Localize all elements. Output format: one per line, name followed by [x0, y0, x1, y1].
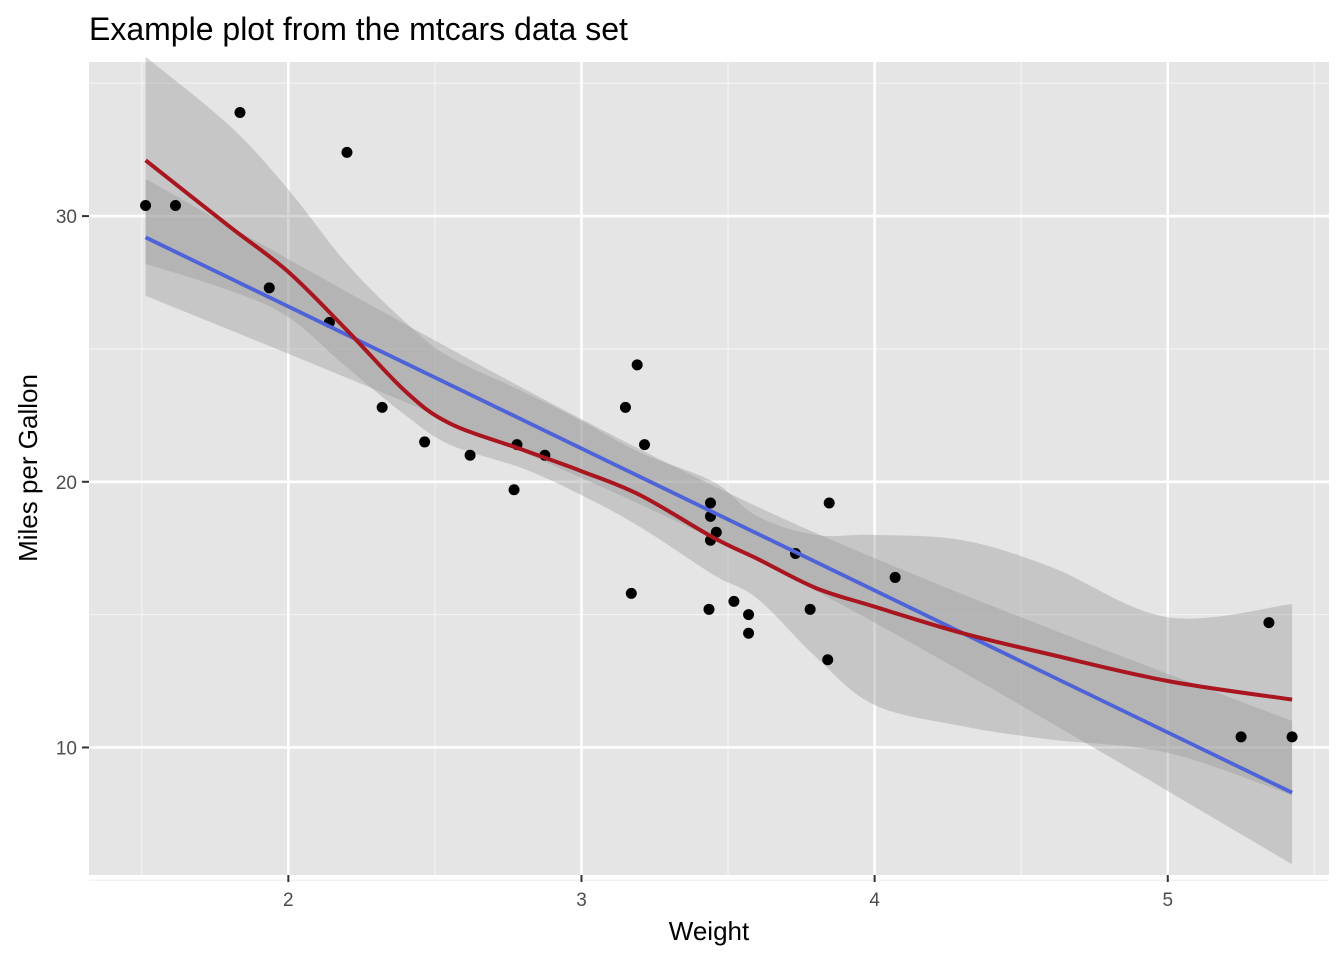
- confidence-bands: [145, 56, 1293, 865]
- grid-major: [89, 62, 1329, 875]
- data-point: [140, 199, 152, 211]
- axis-ticks: [82, 215, 1169, 882]
- x-tick-label: 3: [576, 890, 587, 911]
- data-point: [169, 199, 181, 211]
- data-point: [508, 484, 520, 496]
- data-point: [743, 609, 755, 621]
- loess-fit-line: [144, 158, 1293, 702]
- data-point: [804, 603, 816, 615]
- data-point: [703, 603, 715, 615]
- data-point: [704, 497, 716, 509]
- x-tick-labels: 2 3 4 5: [283, 890, 1173, 911]
- fit-lines: [144, 158, 1293, 795]
- data-point: [710, 526, 722, 538]
- data-point: [743, 627, 755, 639]
- data-point: [341, 146, 353, 158]
- data-point: [631, 359, 643, 371]
- data-point: [464, 449, 476, 461]
- data-point: [639, 439, 651, 451]
- chart-title: Example plot from the mtcars data set: [89, 11, 628, 47]
- plot-panel: [89, 62, 1329, 875]
- x-axis-title: Weight: [669, 916, 750, 946]
- data-point: [1235, 731, 1247, 743]
- data-point: [376, 401, 388, 413]
- loess-confidence-band: [145, 56, 1293, 796]
- y-tick-label: 20: [56, 473, 77, 494]
- x-tick-label: 2: [283, 890, 294, 911]
- y-axis-title: Miles per Gallon: [13, 374, 43, 562]
- x-tick-label: 4: [869, 890, 880, 911]
- data-point: [1263, 617, 1275, 629]
- data-point: [889, 571, 901, 583]
- data-point: [234, 106, 246, 118]
- data-point: [1286, 731, 1298, 743]
- data-point: [823, 497, 835, 509]
- data-point: [625, 587, 637, 599]
- y-tick-labels: 10 20 30: [56, 207, 77, 759]
- linear-fit-line: [144, 235, 1293, 795]
- x-tick-label: 5: [1162, 890, 1173, 911]
- grid-minor: [89, 62, 1329, 881]
- data-point: [822, 654, 834, 666]
- data-point: [419, 436, 431, 448]
- data-point: [263, 282, 275, 294]
- linear-confidence-band: [145, 178, 1293, 865]
- data-point: [619, 401, 631, 413]
- data-point: [728, 595, 740, 607]
- y-tick-label: 10: [56, 738, 77, 759]
- y-tick-label: 30: [56, 207, 77, 228]
